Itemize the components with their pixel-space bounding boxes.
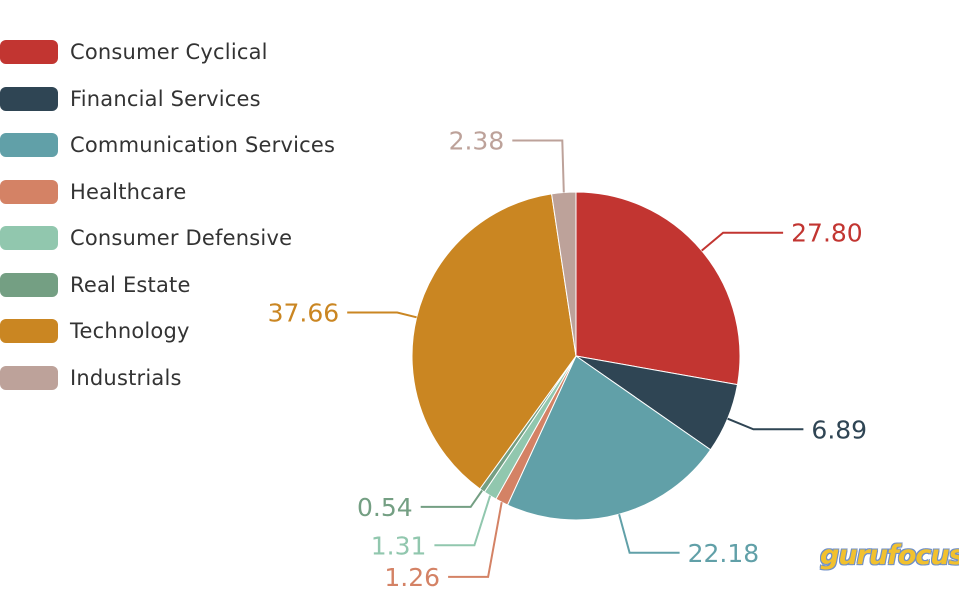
legend-item-consumer-cyclical[interactable]: Consumer Cyclical [0, 29, 335, 76]
legend-item-real-estate[interactable]: Real Estate [0, 262, 335, 309]
legend-swatch [0, 86, 58, 111]
gurufocus-logo: gurufocus [820, 540, 959, 571]
data-label: 22.18 [688, 539, 760, 568]
leader-line [618, 513, 680, 554]
data-label: 37.66 [268, 299, 340, 328]
legend-item-consumer-defensive[interactable]: Consumer Defensive [0, 215, 335, 262]
leader-line [512, 139, 565, 193]
legend-swatch [0, 40, 58, 65]
legend-label: Communication Services [70, 133, 336, 158]
legend-label: Technology [70, 319, 190, 344]
legend-label: Real Estate [70, 272, 191, 297]
data-label: 1.31 [371, 531, 427, 560]
legend-item-healthcare[interactable]: Healthcare [0, 169, 335, 216]
legend-label: Consumer Defensive [70, 226, 293, 251]
legend-item-financial-services[interactable]: Financial Services [0, 76, 335, 123]
leader-line [434, 495, 492, 547]
legend-label: Healthcare [70, 179, 187, 204]
legend-swatch [0, 179, 58, 204]
legend-item-communication-services[interactable]: Communication Services [0, 122, 335, 169]
data-label: 27.80 [791, 219, 863, 248]
leader-line [420, 489, 483, 508]
pie-slice-technology[interactable] [411, 193, 577, 490]
leader-line [701, 231, 784, 252]
data-label: 6.89 [811, 415, 867, 444]
legend-label: Financial Services [70, 86, 261, 111]
legend-swatch [0, 272, 58, 297]
legend-label: Consumer Cyclical [70, 40, 268, 65]
legend-label: Industrials [70, 365, 182, 390]
legend-swatch [0, 319, 58, 344]
data-label: 1.26 [384, 563, 440, 592]
leader-line [727, 417, 804, 431]
data-label: 0.54 [357, 493, 413, 522]
legend: Consumer Cyclical Financial Services Commu… [0, 29, 335, 401]
leader-line [347, 311, 417, 319]
data-label: 2.38 [449, 127, 505, 156]
legend-swatch [0, 365, 58, 390]
legend-swatch [0, 226, 58, 251]
pie-slice-consumer-cyclical[interactable] [575, 191, 741, 386]
legend-item-technology[interactable]: Technology [0, 308, 335, 355]
leader-line [448, 502, 503, 578]
legend-swatch [0, 133, 58, 158]
legend-item-industrials[interactable]: Industrials [0, 355, 335, 402]
